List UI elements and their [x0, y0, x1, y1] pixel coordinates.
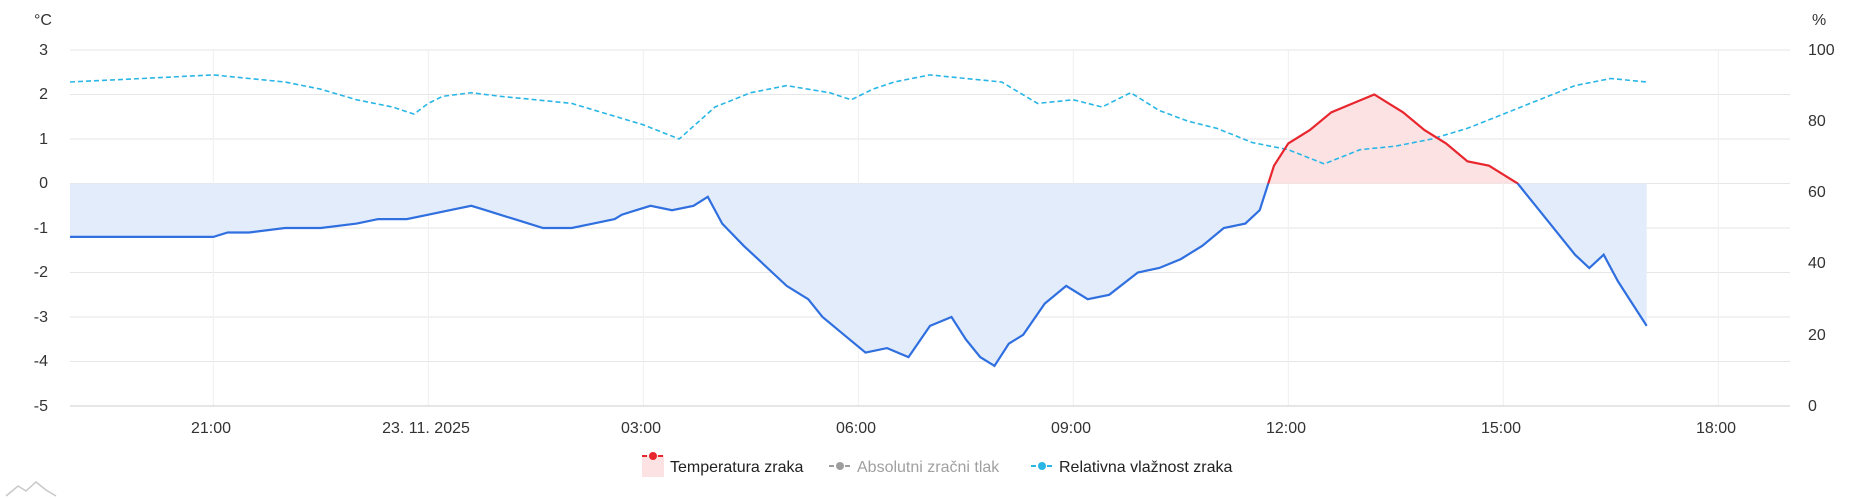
legend-item-vlaznost[interactable]: Relativna vlažnost zraka [1031, 459, 1233, 476]
y-left-axis: 3 2 1 0 -1 -2 -3 -4 -5 [34, 42, 48, 415]
chart-logo [5, 481, 57, 497]
temperature-area-below [70, 183, 1647, 366]
y-left-tick: -5 [34, 398, 48, 415]
legend: Temperatura zraka Absolutni zračni tlak … [642, 452, 1233, 477]
x-tick: 15:00 [1481, 420, 1521, 437]
y-left-tick: 3 [39, 42, 48, 59]
legend-swatch [642, 455, 664, 477]
x-axis: 21:00 23. 11. 2025 03:00 06:00 09:00 12:… [191, 420, 1736, 437]
y-right-axis: 100 80 60 40 20 0 [1808, 42, 1835, 415]
y-left-tick: -3 [34, 309, 48, 326]
y-right-unit: % [1812, 12, 1826, 29]
x-tick: 23. 11. 2025 [382, 420, 470, 437]
y-right-tick: 0 [1808, 398, 1817, 415]
x-tick: 03:00 [621, 420, 661, 437]
legend-label: Relativna vlažnost zraka [1059, 459, 1233, 476]
legend-label: Absolutni zračni tlak [857, 459, 1000, 476]
y-right-tick: 20 [1808, 327, 1826, 344]
x-tick: 12:00 [1266, 420, 1306, 437]
legend-dot [649, 452, 657, 460]
legend-dot [1038, 462, 1046, 470]
y-right-tick: 60 [1808, 184, 1826, 201]
humidity-series [69, 74, 1647, 165]
y-left-tick: 0 [39, 175, 48, 192]
temperature-line-above [1267, 93, 1520, 184]
legend-item-temperatura[interactable]: Temperatura zraka [642, 452, 803, 477]
temperature-area [70, 94, 1647, 366]
legend-label: Temperatura zraka [670, 459, 803, 476]
x-tick: 21:00 [191, 420, 231, 437]
x-tick: 09:00 [1051, 420, 1091, 437]
y-left-tick: -4 [34, 353, 48, 370]
legend-item-tlak[interactable]: Absolutni zračni tlak [829, 459, 1000, 476]
y-left-tick: 2 [39, 86, 48, 103]
x-tick: 06:00 [836, 420, 876, 437]
x-tick: 18:00 [1696, 420, 1736, 437]
humidity-line [69, 74, 1647, 165]
temperature-series [70, 93, 1648, 368]
legend-dot [836, 462, 844, 470]
y-left-tick: 1 [39, 131, 48, 148]
y-right-tick: 40 [1808, 255, 1826, 272]
y-left-unit: °C [34, 12, 52, 29]
y-left-tick: -2 [34, 264, 48, 281]
y-right-tick: 100 [1808, 42, 1835, 59]
temperature-area-above [70, 94, 1647, 184]
y-right-tick: 80 [1808, 113, 1826, 130]
y-left-tick: -1 [34, 220, 48, 237]
temperature-line-below [70, 183, 1648, 368]
